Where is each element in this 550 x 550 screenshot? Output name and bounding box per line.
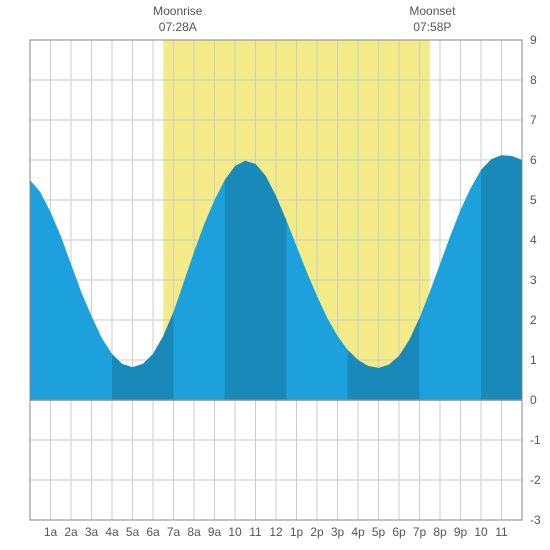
svg-text:8: 8	[530, 73, 537, 87]
moonrise-label: Moonrise 07:28A	[153, 4, 202, 35]
svg-text:7: 7	[530, 113, 537, 127]
svg-text:3: 3	[530, 273, 537, 287]
moonrise-time: 07:28A	[159, 20, 197, 34]
svg-text:-2: -2	[530, 473, 541, 487]
svg-text:2p: 2p	[310, 525, 324, 539]
moonset-label: Moonset 07:58P	[409, 4, 455, 35]
svg-text:7p: 7p	[413, 525, 427, 539]
svg-text:11: 11	[249, 525, 262, 539]
svg-text:9: 9	[530, 33, 537, 47]
svg-text:4a: 4a	[105, 525, 119, 539]
svg-text:1p: 1p	[290, 525, 304, 539]
tide-chart: Moonrise 07:28A Moonset 07:58P -3-2-1012…	[0, 0, 550, 550]
svg-text:6: 6	[530, 153, 537, 167]
svg-text:4: 4	[530, 233, 537, 247]
svg-text:8a: 8a	[187, 525, 201, 539]
svg-text:5: 5	[530, 193, 537, 207]
svg-text:11: 11	[495, 525, 508, 539]
svg-text:5p: 5p	[372, 525, 386, 539]
svg-text:1a: 1a	[44, 525, 58, 539]
svg-text:4p: 4p	[351, 525, 365, 539]
svg-text:10: 10	[474, 525, 488, 539]
moonset-time: 07:58P	[413, 20, 451, 34]
svg-text:6a: 6a	[146, 525, 160, 539]
svg-text:3a: 3a	[85, 525, 99, 539]
svg-text:9a: 9a	[208, 525, 222, 539]
svg-text:1: 1	[530, 353, 537, 367]
svg-text:2a: 2a	[64, 525, 78, 539]
svg-text:12: 12	[269, 525, 283, 539]
svg-text:5a: 5a	[126, 525, 140, 539]
svg-text:10: 10	[228, 525, 242, 539]
svg-text:8p: 8p	[433, 525, 447, 539]
svg-text:6p: 6p	[392, 525, 406, 539]
svg-text:7a: 7a	[167, 525, 181, 539]
chart-svg: -3-2-101234567891a2a3a4a5a6a7a8a9a101112…	[0, 0, 550, 550]
moonrise-title: Moonrise	[153, 4, 202, 18]
svg-text:-3: -3	[530, 513, 541, 527]
svg-text:-1: -1	[530, 433, 541, 447]
svg-text:3p: 3p	[331, 525, 345, 539]
svg-text:9p: 9p	[454, 525, 468, 539]
svg-text:2: 2	[530, 313, 537, 327]
moonset-title: Moonset	[409, 4, 455, 18]
svg-text:0: 0	[530, 393, 537, 407]
